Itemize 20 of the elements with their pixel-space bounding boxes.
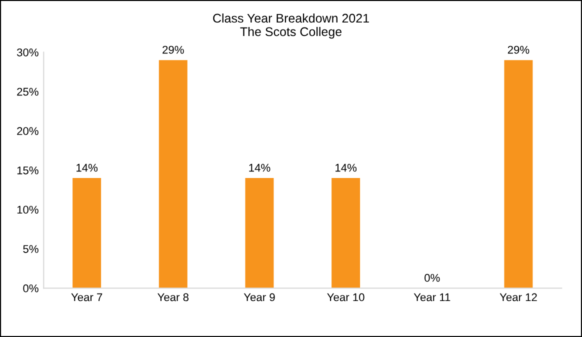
- x-tick-label: Year 8: [158, 293, 189, 302]
- data-label: 14%: [249, 164, 270, 172]
- x-tick-label: Year 12: [500, 293, 537, 302]
- data-label: 29%: [162, 46, 184, 54]
- y-tick-label: 25%: [17, 88, 38, 96]
- data-label: 29%: [508, 46, 530, 54]
- data-label: 14%: [336, 164, 357, 172]
- y-tick-label: 20%: [17, 127, 38, 136]
- x-tick-label: Year 7: [71, 293, 102, 302]
- data-label: 0%: [424, 274, 440, 282]
- y-tick-label: 30%: [16, 48, 38, 56]
- data-label: 14%: [76, 164, 98, 172]
- y-tick-label: 10%: [17, 206, 38, 214]
- x-tick-label: Year 9: [244, 293, 275, 302]
- y-tick-label: 0%: [23, 284, 38, 292]
- x-tick-label: Year 11: [414, 293, 450, 302]
- x-tick-label: Year 10: [327, 293, 364, 302]
- y-tick-label: 15%: [17, 166, 38, 174]
- y-tick-label: 5%: [23, 245, 38, 253]
- chart-title: Class Year Breakdown 2021 The Scots College: [213, 13, 369, 39]
